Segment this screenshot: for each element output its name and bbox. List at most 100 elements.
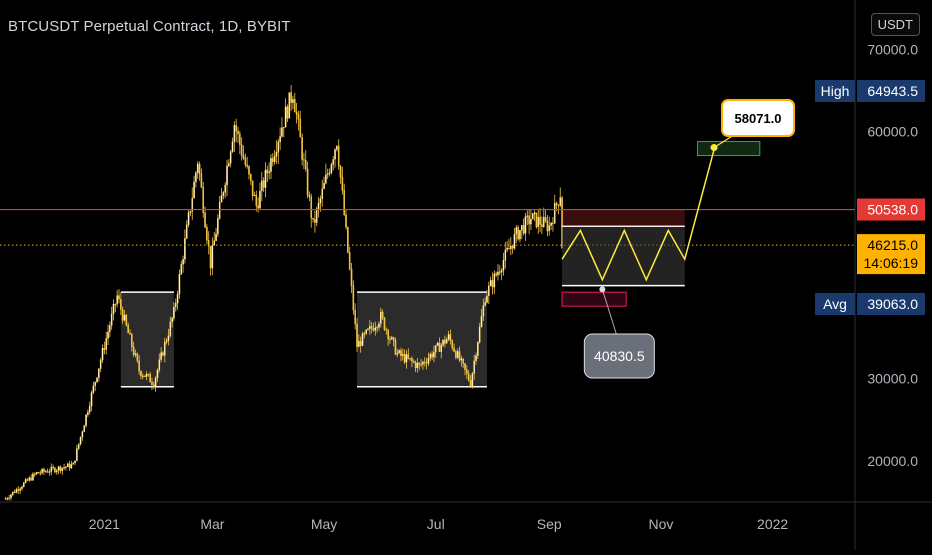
candle-body xyxy=(297,114,300,120)
candle-body xyxy=(149,373,151,383)
candle-body xyxy=(77,443,80,449)
candle-body xyxy=(497,271,499,276)
candle-body xyxy=(226,165,228,186)
candle-body xyxy=(559,197,562,206)
candle-body xyxy=(480,315,483,328)
candle-body xyxy=(423,361,426,364)
candle-body xyxy=(380,311,382,324)
candle-body xyxy=(138,360,140,372)
candle-body xyxy=(163,341,166,356)
resistance-value: 50538.0 xyxy=(867,202,918,218)
candle-body xyxy=(107,331,109,339)
candle-body xyxy=(12,491,14,495)
candle-body xyxy=(189,211,192,213)
candle-body xyxy=(44,471,47,473)
candle-body xyxy=(482,305,485,317)
candle-body xyxy=(253,194,256,197)
candle-body xyxy=(475,355,477,362)
candle-body xyxy=(72,462,75,465)
candle-body xyxy=(131,334,133,348)
candle-body xyxy=(359,340,362,346)
candle-body xyxy=(542,217,545,227)
candle-body xyxy=(129,332,131,335)
candle-body xyxy=(499,271,501,273)
candle-body xyxy=(224,184,226,193)
candle-body xyxy=(37,472,40,474)
candle-body xyxy=(222,192,225,196)
candle-body xyxy=(28,477,31,481)
candle-body xyxy=(59,466,62,472)
candle-body xyxy=(105,338,107,350)
candle-body xyxy=(98,368,100,378)
candle-body xyxy=(511,245,514,249)
candle-body xyxy=(321,188,324,199)
candle-body xyxy=(33,473,36,475)
candle-body xyxy=(317,202,320,210)
candle-body xyxy=(436,342,439,346)
candle-body xyxy=(121,309,124,321)
consolidation-zone-0 xyxy=(120,292,174,387)
candle-body xyxy=(204,212,206,228)
candle-body xyxy=(244,158,247,165)
candle-body xyxy=(32,473,34,481)
candle-body xyxy=(257,205,259,209)
candle-body xyxy=(370,325,373,329)
candle-body xyxy=(444,339,446,344)
candle-body xyxy=(262,180,265,188)
candle-body xyxy=(401,353,404,357)
candle-body xyxy=(220,195,223,203)
candle-body xyxy=(277,141,280,153)
candle-body xyxy=(55,470,58,473)
candle-body xyxy=(341,176,344,191)
candle-body xyxy=(65,466,67,468)
candle-body xyxy=(394,340,397,355)
candle-body xyxy=(522,225,525,234)
candle-body xyxy=(154,377,157,388)
candle-body xyxy=(195,172,197,183)
candle-body xyxy=(147,373,150,376)
candle-body xyxy=(15,489,18,493)
candle-body xyxy=(376,326,378,329)
high-label-value: 64943.5 xyxy=(867,83,918,99)
x-tick-label-4: Sep xyxy=(537,516,562,532)
candle-body xyxy=(438,342,441,352)
y-tick-label-2: 30000.0 xyxy=(867,371,918,387)
candle-body xyxy=(50,466,53,472)
candle-body xyxy=(17,489,20,491)
candle-body xyxy=(217,218,219,235)
target-callout-text: 58071.0 xyxy=(735,111,782,126)
candle-body xyxy=(261,180,263,192)
candle-body xyxy=(198,163,201,175)
high-label-tag-bg xyxy=(815,79,855,102)
candle-body xyxy=(271,158,274,163)
candle-body xyxy=(52,466,54,469)
currency-selector[interactable]: USDT xyxy=(870,13,920,36)
x-tick-label-0: 2021 xyxy=(89,516,120,532)
candle-body xyxy=(239,133,241,145)
candle-body xyxy=(312,217,314,220)
projection-path xyxy=(561,149,715,282)
candle-body xyxy=(348,252,351,270)
candle-body xyxy=(231,141,234,152)
candle-body xyxy=(464,363,466,370)
candle-body xyxy=(400,350,402,357)
candle-body xyxy=(484,302,486,306)
candle-body xyxy=(347,226,349,253)
candle-body xyxy=(142,375,144,377)
candle-body xyxy=(4,498,7,500)
candle-body xyxy=(185,224,188,239)
candle-body xyxy=(315,208,318,223)
candle-body xyxy=(290,92,292,103)
candle-body xyxy=(433,351,435,358)
candle-body xyxy=(193,181,195,199)
y-tick-label-0: 70000.0 xyxy=(867,41,918,57)
candle-body xyxy=(57,466,60,471)
candle-body xyxy=(134,353,137,355)
candle-body xyxy=(228,163,230,167)
candle-body xyxy=(416,362,419,369)
candle-body xyxy=(292,99,294,103)
candle-body xyxy=(314,219,316,223)
candle-body xyxy=(279,136,281,143)
